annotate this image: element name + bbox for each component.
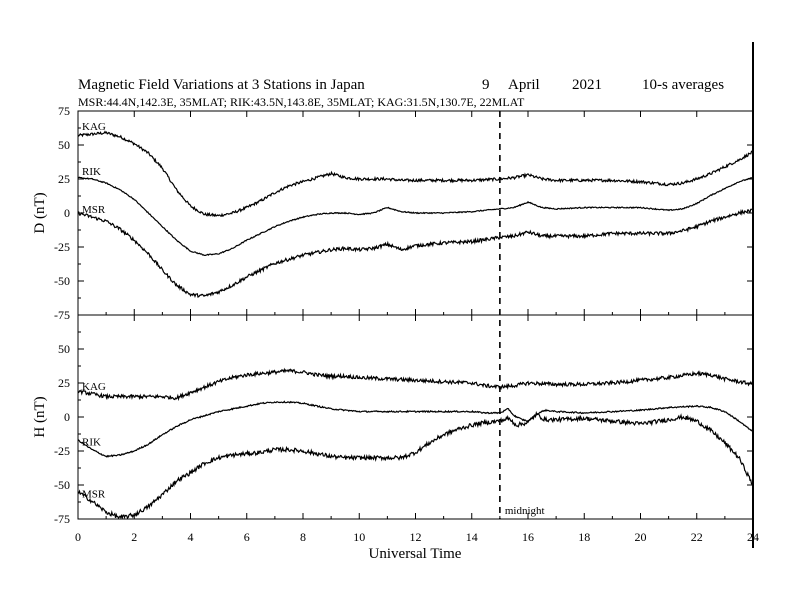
series-h-msr xyxy=(77,410,754,520)
date-year: 2021 xyxy=(572,77,602,93)
series-label-h-kag: KAG xyxy=(82,381,106,393)
series-label-h-msr: MSR xyxy=(82,488,106,500)
x-tick-label-6: 12 xyxy=(410,530,422,544)
series-label-d-kag: KAG xyxy=(82,121,106,133)
d-panel-y-axis-title: D (nT) xyxy=(32,192,48,233)
h-panel-y-axis-title: H (nT) xyxy=(32,396,48,437)
midnight-label: midnight xyxy=(505,505,545,517)
series-label-h-rik: RIK xyxy=(82,437,101,449)
averaging-label: 10-s averages xyxy=(642,77,724,93)
x-tick-label-7: 14 xyxy=(466,530,478,544)
chart-title: Magnetic Field Variations at 3 Stations … xyxy=(78,77,365,93)
y-tick-label-d-4: -25 xyxy=(54,240,70,254)
x-tick-label-3: 6 xyxy=(244,530,250,544)
x-tick-label-5: 10 xyxy=(353,530,365,544)
y-tick-label-h-5: -50 xyxy=(54,478,70,492)
series-h-kag xyxy=(77,367,754,402)
y-tick-label-h-4: -25 xyxy=(54,444,70,458)
y-tick-label-h-1: 50 xyxy=(58,342,70,356)
series-d-msr xyxy=(77,208,754,299)
y-tick-label-d-2: 25 xyxy=(58,172,70,186)
date-day: 9 xyxy=(482,77,490,93)
y-tick-label-d-3: 0 xyxy=(64,206,70,220)
y-tick-label-h-3: 0 xyxy=(64,410,70,424)
series-label-d-msr: MSR xyxy=(82,204,106,216)
y-tick-label-d-5: -50 xyxy=(54,274,70,288)
x-axis-title: Universal Time xyxy=(369,546,462,562)
x-tick-label-1: 2 xyxy=(131,530,137,544)
x-tick-label-10: 20 xyxy=(635,530,647,544)
x-tick-label-9: 18 xyxy=(578,530,590,544)
y-tick-label-d-6: -75 xyxy=(54,308,70,322)
series-d-rik xyxy=(77,176,754,256)
date-month: April xyxy=(508,77,540,93)
x-tick-label-8: 16 xyxy=(522,530,534,544)
stations-info: MSR:44.4N,142.3E, 35MLAT; RIK:43.5N,143.… xyxy=(78,95,525,109)
series-label-d-rik: RIK xyxy=(82,166,101,178)
x-tick-label-4: 8 xyxy=(300,530,306,544)
h-panel-frame xyxy=(77,314,754,520)
y-tick-label-h-6: -75 xyxy=(54,512,70,526)
y-tick-label-d-1: 50 xyxy=(58,138,70,152)
y-tick-label-d-0: 75 xyxy=(58,104,70,118)
series-d-kag xyxy=(77,130,754,218)
x-tick-label-0: 0 xyxy=(75,530,81,544)
x-tick-label-12: 24 xyxy=(747,530,759,544)
series-h-rik xyxy=(77,400,754,458)
x-tick-label-11: 22 xyxy=(691,530,703,544)
y-tick-label-h-2: 25 xyxy=(58,376,70,390)
x-tick-label-2: 4 xyxy=(188,530,194,544)
